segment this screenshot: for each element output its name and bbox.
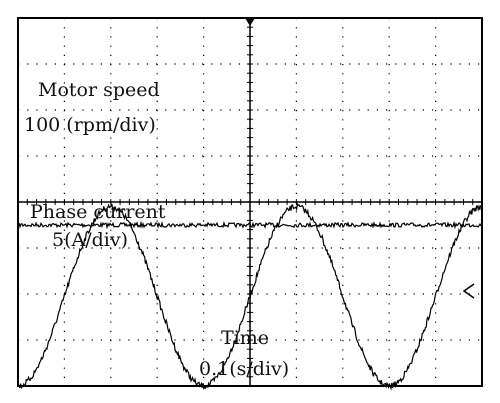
phase-current-trace xyxy=(18,202,482,391)
reference-marker xyxy=(462,283,475,299)
current-scale-label: 5(A/div) xyxy=(52,229,128,251)
speed-channel-label: Motor speed xyxy=(38,79,160,101)
trigger-marker xyxy=(245,18,255,26)
current-channel-label: Phase current xyxy=(30,201,166,223)
time-scale-label: 0.1(s/div) xyxy=(199,358,289,380)
motor-speed-trace xyxy=(18,220,482,230)
speed-scale-label: 100 (rpm/div) xyxy=(24,114,156,136)
time-label: Time xyxy=(221,327,269,349)
